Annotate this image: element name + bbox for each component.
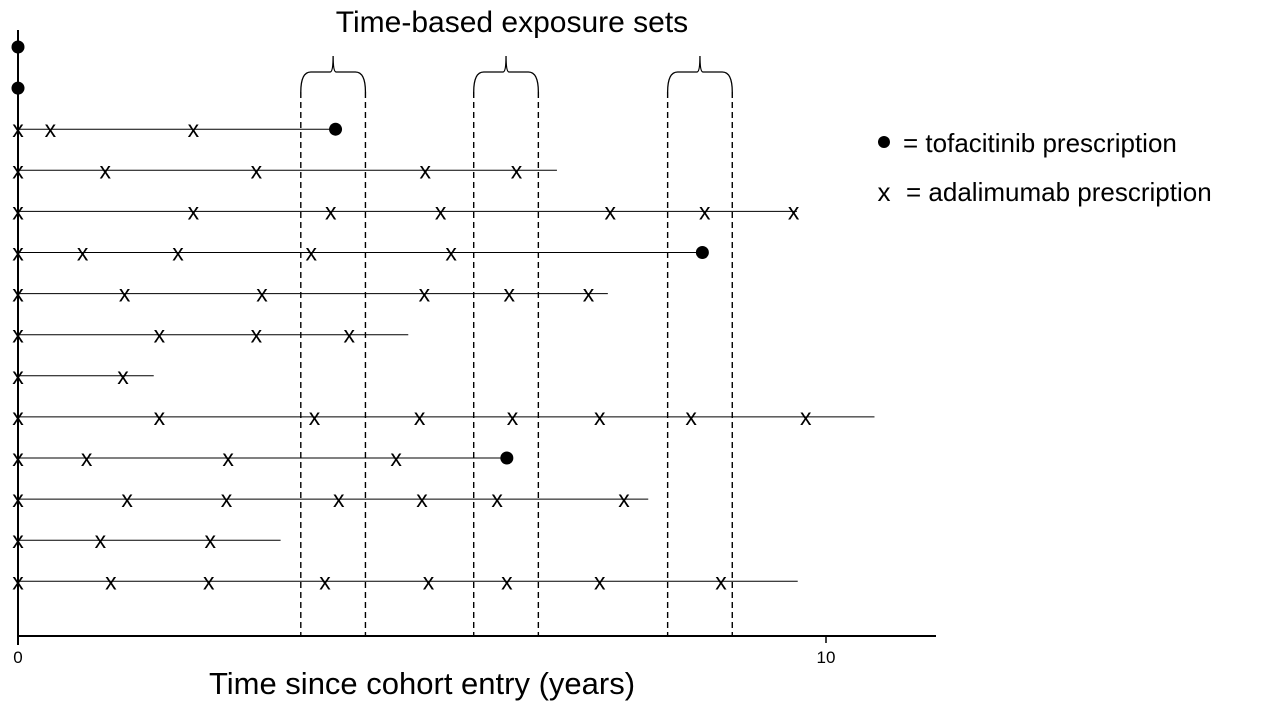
adalimumab-mark: x	[222, 445, 234, 471]
legend: = tofacitinib prescription x = adalimuma…	[878, 128, 1212, 207]
adalimumab-mark: x	[594, 568, 606, 594]
adalimumab-mark: x	[203, 568, 215, 594]
adalimumab-mark: x	[618, 486, 630, 512]
adalimumab-mark: x	[188, 116, 200, 142]
patient-row-9: xx	[12, 363, 154, 389]
exposure-sets	[300, 55, 733, 636]
diagram-title: Time-based exposure sets	[336, 6, 688, 39]
adalimumab-mark: x	[256, 281, 268, 307]
adalimumab-mark: x	[715, 568, 727, 594]
adalimumab-mark: x	[699, 198, 711, 224]
exposure-set-1-brace	[300, 55, 367, 93]
exposure-set-2	[473, 55, 540, 636]
adalimumab-mark: x	[419, 281, 431, 307]
patient-timelines: x xx x x xx x x x x xx x x xx x x x xx x xxx x x x x x xx x xx x x x x…	[11, 40, 875, 594]
adalimumab-mark: x	[119, 281, 131, 307]
adalimumab-mark: x	[501, 568, 513, 594]
adalimumab-mark: x	[45, 116, 57, 142]
adalimumab-mark: x	[435, 198, 447, 224]
patient-row-13: xxx	[12, 527, 281, 553]
exposure-set-3-brace	[666, 55, 733, 93]
adalimumab-mark: x	[117, 363, 129, 389]
adalimumab-mark: x	[251, 322, 263, 348]
adalimumab-mark: x	[390, 445, 402, 471]
adalimumab-mark: x	[419, 157, 431, 183]
adalimumab-mark: x	[788, 198, 800, 224]
adalimumab-mark: x	[319, 568, 331, 594]
adalimumab-mark: x	[100, 157, 112, 183]
exposure-set-3	[666, 55, 733, 636]
adalimumab-mark: x	[325, 198, 337, 224]
adalimumab-mark: x	[105, 568, 117, 594]
adalimumab-mark: x	[81, 445, 93, 471]
legend-adalimumab-label: = adalimumab prescription	[906, 177, 1212, 207]
adalimumab-mark: x	[221, 486, 233, 512]
tofacitinib-mark	[329, 122, 343, 136]
adalimumab-mark: x	[251, 157, 263, 183]
adalimumab-mark: x	[154, 404, 166, 430]
adalimumab-mark: x	[154, 322, 166, 348]
x-axis-ticks: 0 10	[13, 636, 835, 667]
patient-row-3: xxx	[12, 116, 343, 142]
adalimumab-mark: x	[188, 198, 200, 224]
adalimumab-mark: x	[594, 404, 606, 430]
adalimumab-mark: x	[333, 486, 345, 512]
tofacitinib-mark	[695, 246, 709, 259]
x-axis-title: Time since cohort entry (years)	[209, 666, 635, 701]
adalimumab-mark: x	[445, 240, 457, 266]
adalimumab-mark: x	[95, 527, 107, 553]
adalimumab-mark: x	[491, 486, 503, 512]
adalimumab-mark: x	[306, 240, 318, 266]
adalimumab-mark: x	[685, 404, 697, 430]
adalimumab-mark: x	[507, 404, 519, 430]
adalimumab-mark: x	[511, 157, 523, 183]
adalimumab-mark: x	[309, 404, 321, 430]
adalimumab-mark: x	[423, 568, 435, 594]
adalimumab-mark: x	[344, 322, 356, 348]
adalimumab-mark: x	[504, 281, 516, 307]
legend-cross-symbol: x	[878, 177, 891, 207]
adalimumab-mark: x	[800, 404, 812, 430]
adalimumab-mark: x	[205, 527, 217, 553]
exposure-set-1	[300, 55, 367, 636]
tofacitinib-mark	[500, 451, 514, 465]
adalimumab-mark: x	[605, 198, 617, 224]
adalimumab-mark: x	[77, 240, 89, 266]
x-tick-label: 0	[13, 648, 22, 667]
adalimumab-mark: x	[583, 281, 595, 307]
legend-dot-symbol	[878, 136, 890, 148]
x-tick-label: 10	[817, 648, 836, 667]
legend-tofacitinib-label: = tofacitinib prescription	[903, 128, 1177, 158]
adalimumab-mark: x	[121, 486, 133, 512]
exposure-set-2-brace	[473, 55, 540, 93]
adalimumab-mark: x	[414, 404, 426, 430]
adalimumab-mark: x	[416, 486, 428, 512]
adalimumab-mark: x	[172, 240, 184, 266]
